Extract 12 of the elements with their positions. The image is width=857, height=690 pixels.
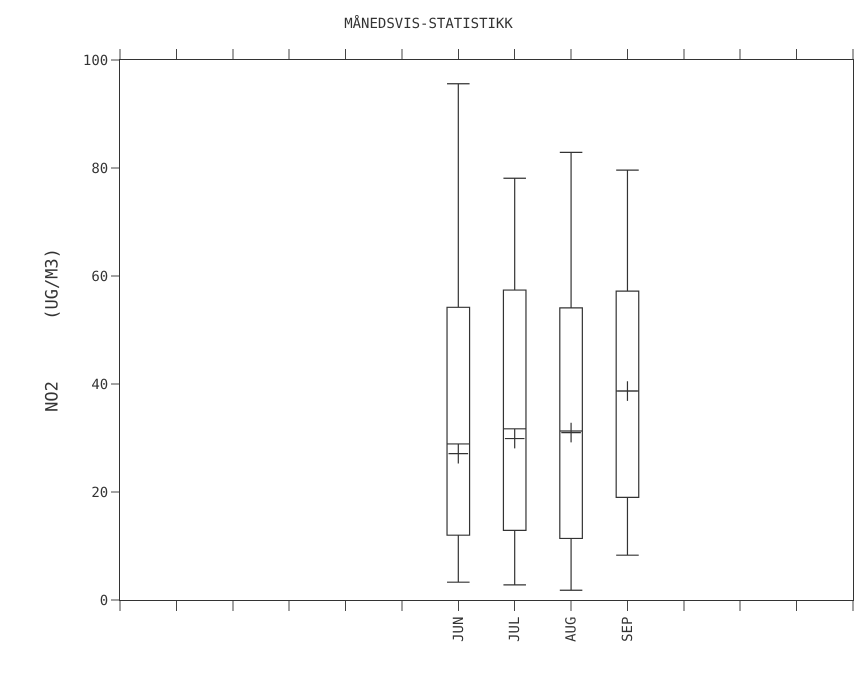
- x-tick-label: AUG: [564, 616, 580, 642]
- y-tick-label: 80: [91, 160, 108, 177]
- chart-title: MÅNEDSVIS-STATISTIKK: [344, 14, 514, 32]
- y-tick-label: 100: [82, 52, 108, 69]
- y-axis-title: NO2 (UG/M3): [42, 248, 62, 412]
- x-tick-label: JUN: [450, 616, 467, 642]
- x-tick-label: SEP: [620, 616, 636, 642]
- y-tick-label: 60: [91, 268, 108, 285]
- y-tick-label: 20: [91, 484, 108, 501]
- y-tick-label: 40: [91, 376, 108, 393]
- y-tick-label: 0: [100, 592, 108, 609]
- x-tick-label: JUL: [507, 616, 524, 642]
